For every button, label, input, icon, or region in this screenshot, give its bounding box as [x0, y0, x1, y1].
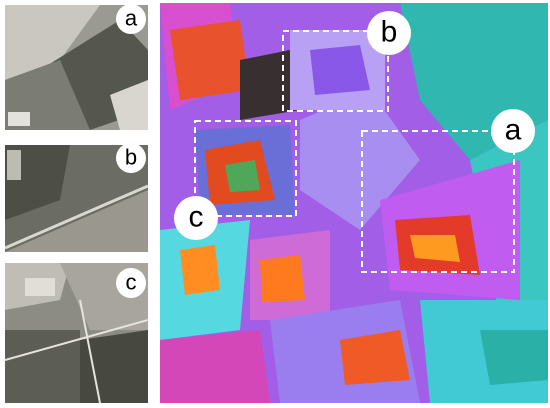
callout-badge: [174, 196, 218, 240]
region-box-b: [282, 30, 389, 112]
label-badge: [116, 268, 146, 298]
region-box-a: [361, 130, 515, 273]
label-badge: [116, 4, 146, 34]
label-badge: [116, 143, 146, 173]
region-box-c: [194, 120, 297, 217]
panel-label: b: [125, 145, 137, 170]
panel-label: c: [126, 270, 137, 295]
callout-label: b: [381, 16, 398, 49]
callout-label: c: [189, 201, 204, 234]
panel-label: a: [125, 6, 138, 31]
false-color-image: [160, 3, 548, 403]
callout-badge: [367, 11, 411, 55]
callout-label: a: [505, 114, 522, 147]
callout-badge: [491, 109, 535, 153]
